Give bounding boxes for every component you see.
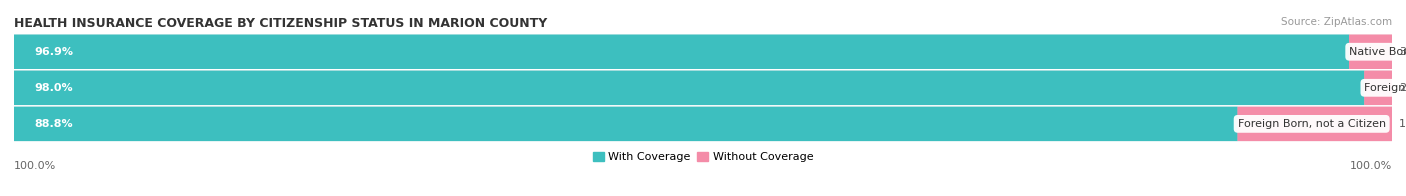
Legend: With Coverage, Without Coverage: With Coverage, Without Coverage	[588, 148, 818, 167]
Text: Foreign Born, not a Citizen: Foreign Born, not a Citizen	[1237, 119, 1386, 129]
FancyBboxPatch shape	[1348, 34, 1392, 69]
FancyBboxPatch shape	[14, 107, 1237, 141]
Text: HEALTH INSURANCE COVERAGE BY CITIZENSHIP STATUS IN MARION COUNTY: HEALTH INSURANCE COVERAGE BY CITIZENSHIP…	[14, 17, 547, 30]
Text: Native Born: Native Born	[1350, 47, 1406, 57]
Text: 2.0%: 2.0%	[1399, 83, 1406, 93]
FancyBboxPatch shape	[14, 34, 1392, 69]
Text: 96.9%: 96.9%	[35, 47, 73, 57]
Text: 88.8%: 88.8%	[35, 119, 73, 129]
FancyBboxPatch shape	[14, 107, 1392, 141]
FancyBboxPatch shape	[14, 71, 1392, 105]
FancyBboxPatch shape	[1237, 107, 1392, 141]
FancyBboxPatch shape	[1364, 71, 1392, 105]
Text: Source: ZipAtlas.com: Source: ZipAtlas.com	[1281, 17, 1392, 27]
Text: 100.0%: 100.0%	[14, 161, 56, 171]
Text: 11.2%: 11.2%	[1399, 119, 1406, 129]
FancyBboxPatch shape	[14, 34, 1350, 69]
Text: 100.0%: 100.0%	[1350, 161, 1392, 171]
Text: 98.0%: 98.0%	[35, 83, 73, 93]
Text: 3.1%: 3.1%	[1399, 47, 1406, 57]
Text: Foreign Born, Citizen: Foreign Born, Citizen	[1364, 83, 1406, 93]
FancyBboxPatch shape	[14, 71, 1365, 105]
